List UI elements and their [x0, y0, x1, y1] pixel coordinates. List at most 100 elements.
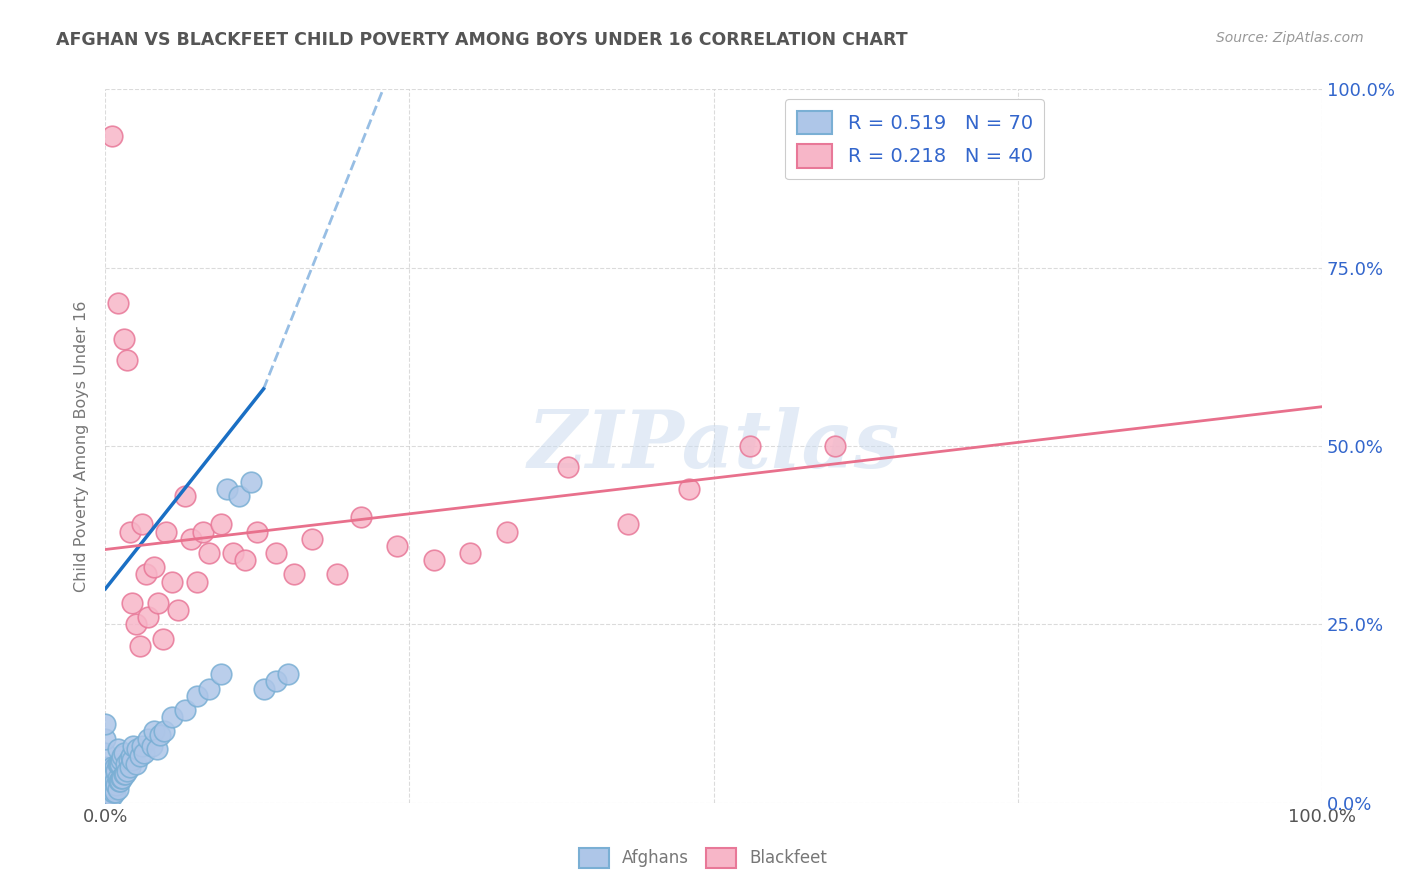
- Point: [209, 517, 232, 532]
- Point: [121, 753, 143, 767]
- Point: [108, 774, 131, 789]
- Point: [209, 667, 232, 681]
- Point: [495, 524, 517, 539]
- Point: [94, 746, 117, 760]
- Point: [105, 764, 128, 778]
- Point: [387, 539, 409, 553]
- Point: [104, 774, 127, 789]
- Point: [617, 517, 640, 532]
- Point: [94, 796, 117, 810]
- Point: [101, 774, 124, 789]
- Point: [824, 439, 846, 453]
- Point: [143, 560, 166, 574]
- Point: [98, 792, 121, 806]
- Legend: R = 0.519   N = 70, R = 0.218   N = 40: R = 0.519 N = 70, R = 0.218 N = 40: [786, 99, 1045, 179]
- Point: [107, 781, 129, 796]
- Point: [136, 731, 159, 746]
- Point: [283, 567, 305, 582]
- Point: [103, 781, 125, 796]
- Legend: Afghans, Blackfeet: Afghans, Blackfeet: [572, 841, 834, 875]
- Text: AFGHAN VS BLACKFEET CHILD POVERTY AMONG BOYS UNDER 16 CORRELATION CHART: AFGHAN VS BLACKFEET CHILD POVERTY AMONG …: [56, 31, 908, 49]
- Point: [167, 603, 190, 617]
- Point: [101, 785, 124, 799]
- Point: [115, 756, 138, 771]
- Point: [143, 724, 166, 739]
- Point: [94, 717, 117, 731]
- Point: [117, 764, 139, 778]
- Point: [94, 760, 117, 774]
- Point: [118, 524, 141, 539]
- Point: [117, 753, 139, 767]
- Point: [246, 524, 269, 539]
- Point: [104, 760, 127, 774]
- Point: [557, 460, 579, 475]
- Point: [128, 749, 150, 764]
- Point: [111, 771, 134, 785]
- Point: [198, 681, 221, 696]
- Point: [100, 789, 122, 803]
- Text: ZIPatlas: ZIPatlas: [527, 408, 900, 484]
- Point: [128, 639, 150, 653]
- Point: [325, 567, 347, 582]
- Point: [149, 728, 172, 742]
- Y-axis label: Child Poverty Among Boys Under 16: Child Poverty Among Boys Under 16: [75, 301, 90, 591]
- Point: [121, 596, 143, 610]
- Point: [94, 789, 117, 803]
- Point: [100, 781, 122, 796]
- Point: [217, 482, 239, 496]
- Point: [135, 567, 157, 582]
- Point: [114, 767, 136, 781]
- Point: [100, 760, 122, 774]
- Point: [423, 553, 446, 567]
- Point: [350, 510, 373, 524]
- Point: [191, 524, 214, 539]
- Point: [94, 731, 117, 746]
- Point: [112, 332, 135, 346]
- Point: [277, 667, 299, 681]
- Point: [98, 789, 121, 803]
- Point: [98, 778, 121, 792]
- Point: [107, 296, 129, 310]
- Point: [738, 439, 761, 453]
- Point: [105, 778, 128, 792]
- Point: [98, 778, 121, 792]
- Point: [118, 760, 141, 774]
- Point: [94, 774, 117, 789]
- Point: [94, 781, 117, 796]
- Point: [301, 532, 323, 546]
- Point: [240, 475, 263, 489]
- Point: [228, 489, 250, 503]
- Point: [162, 710, 184, 724]
- Point: [264, 674, 287, 689]
- Point: [108, 774, 131, 789]
- Point: [264, 546, 287, 560]
- Point: [112, 767, 135, 781]
- Point: [131, 517, 153, 532]
- Point: [125, 617, 148, 632]
- Point: [122, 739, 145, 753]
- Point: [222, 546, 245, 560]
- Point: [117, 353, 139, 368]
- Point: [136, 610, 159, 624]
- Point: [162, 574, 184, 589]
- Point: [141, 739, 163, 753]
- Point: [107, 742, 129, 756]
- Point: [173, 489, 195, 503]
- Point: [153, 724, 176, 739]
- Point: [111, 749, 134, 764]
- Point: [252, 681, 274, 696]
- Point: [108, 756, 131, 771]
- Point: [104, 785, 127, 799]
- Point: [107, 756, 129, 771]
- Text: Source: ZipAtlas.com: Source: ZipAtlas.com: [1216, 31, 1364, 45]
- Point: [110, 753, 132, 767]
- Point: [103, 767, 125, 781]
- Point: [107, 771, 129, 785]
- Point: [98, 785, 121, 799]
- Point: [125, 742, 148, 756]
- Point: [180, 532, 202, 546]
- Point: [152, 632, 174, 646]
- Point: [100, 128, 122, 143]
- Point: [146, 596, 169, 610]
- Point: [112, 746, 135, 760]
